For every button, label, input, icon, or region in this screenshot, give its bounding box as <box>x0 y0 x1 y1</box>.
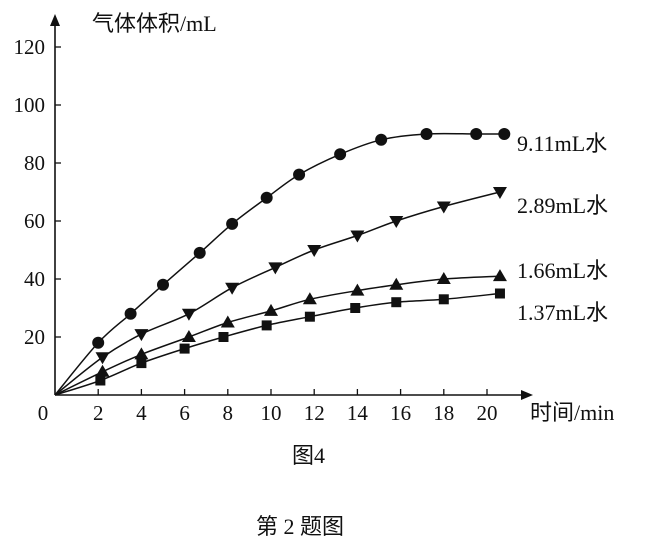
series-markers <box>92 128 511 386</box>
data-point-s2-6 <box>302 292 317 305</box>
x-tick-label-8: 8 <box>223 401 234 425</box>
data-point-s3-9 <box>438 294 449 305</box>
series-line-2 <box>54 275 500 396</box>
data-point-s3-10 <box>494 288 505 299</box>
data-point-s1-5 <box>268 262 283 275</box>
y-tick-label-80: 80 <box>24 151 45 175</box>
data-point-s2-7 <box>350 283 365 296</box>
figure-caption: 图4 <box>292 443 325 468</box>
data-point-s1-3 <box>181 308 196 321</box>
data-point-s0-2 <box>124 307 137 320</box>
data-point-s0-6 <box>260 191 273 204</box>
data-point-s1-4 <box>225 282 240 295</box>
series-line-1 <box>54 191 501 396</box>
data-point-s2-5 <box>264 303 278 316</box>
data-point-s1-10 <box>492 187 507 199</box>
data-point-s2-9 <box>436 272 451 284</box>
data-point-s3-3 <box>179 343 190 354</box>
x-tick-label-4: 4 <box>136 401 147 425</box>
data-point-s2-2 <box>134 347 149 360</box>
x-tick-label-6: 6 <box>179 401 190 425</box>
data-point-s1-6 <box>307 245 322 257</box>
series-label-1-66: 1.66mL水 <box>517 258 608 283</box>
data-point-s3-8 <box>391 297 402 308</box>
data-point-s3-7 <box>350 303 361 313</box>
data-point-s1-8 <box>389 216 404 228</box>
data-point-s1-9 <box>436 201 451 214</box>
y-tick-label-100: 100 <box>14 93 46 117</box>
x-tick-label-20: 20 <box>477 401 498 425</box>
y-axis-arrow <box>50 14 60 26</box>
data-point-s0-8 <box>334 148 347 161</box>
data-point-s0-7 <box>293 168 306 181</box>
y-tick-label-60: 60 <box>24 209 45 233</box>
data-point-s0-12 <box>498 128 511 140</box>
data-point-s0-1 <box>92 336 105 349</box>
x-tick-label-2: 2 <box>93 401 104 425</box>
y-tick-label-40: 40 <box>24 267 45 291</box>
data-point-s3-6 <box>304 311 315 322</box>
series-label-1-37: 1.37mL水 <box>517 300 608 325</box>
problem-caption: 第 2 题图 <box>256 514 344 539</box>
data-point-s0-3 <box>157 278 169 291</box>
x-tick-label-14: 14 <box>347 401 369 425</box>
data-point-s0-4 <box>193 246 206 259</box>
data-point-s2-3 <box>181 330 196 342</box>
data-point-s0-11 <box>470 128 483 140</box>
data-point-s2-10 <box>492 269 507 282</box>
data-point-s0-9 <box>375 133 388 146</box>
data-point-s2-1 <box>95 364 110 377</box>
y-axis-title: 气体体积/mL <box>92 11 217 36</box>
data-point-s0-5 <box>226 217 239 230</box>
data-point-s3-1 <box>95 375 106 386</box>
y-tick-label-120: 120 <box>14 35 46 59</box>
axes <box>50 14 533 400</box>
data-point-s3-2 <box>136 358 147 369</box>
data-point-s2-4 <box>220 315 235 328</box>
data-point-s1-7 <box>350 230 365 243</box>
x-axis-arrow <box>521 390 533 400</box>
data-point-s0-10 <box>420 128 433 140</box>
data-point-s3-5 <box>261 320 272 331</box>
ticks: 0 2 4 6 8 10 12 14 16 18 20 20 40 60 80 100 120 <box>14 35 498 425</box>
x-tick-label-10: 10 <box>261 401 282 425</box>
x-axis-title: 时间/min <box>530 400 614 425</box>
series-label-9-11: 9.11mL水 <box>517 131 607 156</box>
x-tick-label-12: 12 <box>304 401 325 425</box>
data-point-s1-1 <box>95 352 110 365</box>
data-point-s1-2 <box>134 329 149 342</box>
x-tick-label-16: 16 <box>390 401 411 425</box>
y-tick-label-20: 20 <box>24 325 45 349</box>
x-tick-label-18: 18 <box>433 401 454 425</box>
series-label-2-89: 2.89mL水 <box>517 193 608 218</box>
data-point-s3-4 <box>218 332 229 342</box>
data-point-s2-8 <box>389 277 404 290</box>
x-tick-label-0: 0 <box>38 401 49 425</box>
